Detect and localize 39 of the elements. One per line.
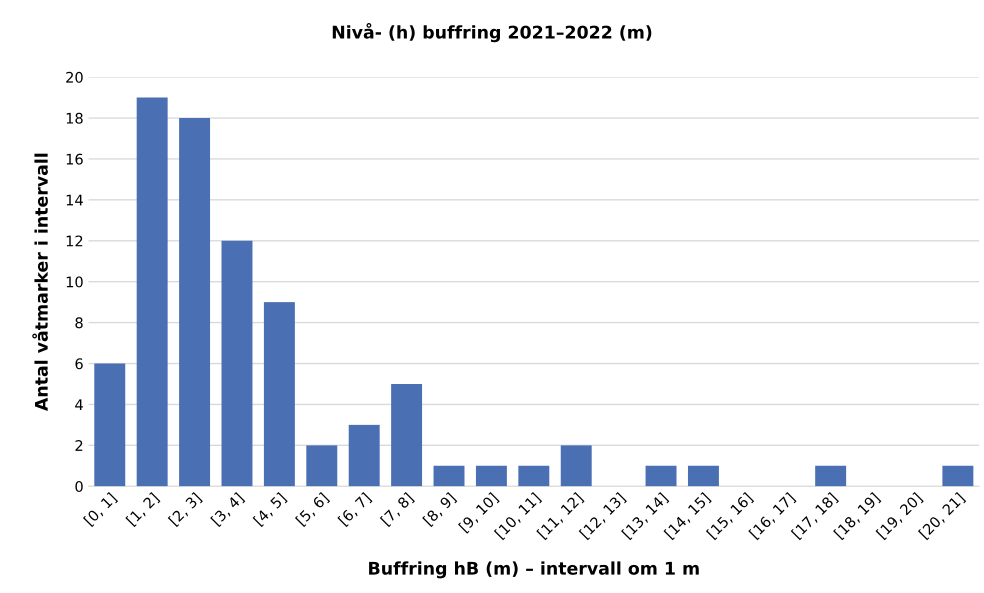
bar <box>518 466 550 486</box>
x-tick-label: [1, 2] <box>125 492 160 528</box>
bar <box>476 466 507 486</box>
y-tick-label: 12 <box>66 235 82 246</box>
x-tick-label: [7, 8] <box>380 492 415 528</box>
y-tick-label: 8 <box>75 317 83 328</box>
bar <box>560 445 592 486</box>
y-tick-label: 6 <box>75 358 83 370</box>
bar <box>264 302 295 486</box>
y-tick-label: 2 <box>75 440 82 451</box>
bar <box>348 424 380 486</box>
bar <box>815 466 846 486</box>
bar <box>391 384 422 486</box>
y-tick-label: 4 <box>75 399 83 410</box>
bar <box>688 466 719 486</box>
x-tick-label: [6, 7] <box>337 492 373 528</box>
bar <box>179 118 210 486</box>
x-tick-label: [3, 4] <box>210 492 246 528</box>
y-axis-title: Antal våtmarker i intervall <box>32 154 48 412</box>
y-tick-label: 18 <box>66 112 83 124</box>
bar <box>942 466 974 486</box>
bar <box>94 364 126 486</box>
chart-title: Nivå- (h) buffring 2021–2022 (m) <box>332 23 652 42</box>
y-tick-label: 20 <box>66 72 83 83</box>
bar <box>222 240 252 486</box>
bar <box>434 466 464 486</box>
bar <box>646 466 677 486</box>
bar <box>306 445 338 486</box>
y-tick-label: 0 <box>75 480 83 492</box>
x-tick-label: [4, 5] <box>252 492 288 528</box>
x-axis-title: Buffring hB (m) – intervall om 1 m <box>369 561 699 578</box>
x-tick-label: [2, 3] <box>168 492 203 528</box>
x-tick-label: [5, 6] <box>294 492 330 528</box>
y-tick-label: 16 <box>66 154 83 165</box>
x-tick-label: [8, 9] <box>422 492 458 528</box>
x-tick-label: [0, 1] <box>82 492 118 528</box>
bar <box>136 98 168 486</box>
y-tick-label: 14 <box>66 194 83 206</box>
y-tick-label: 10 <box>66 276 83 288</box>
